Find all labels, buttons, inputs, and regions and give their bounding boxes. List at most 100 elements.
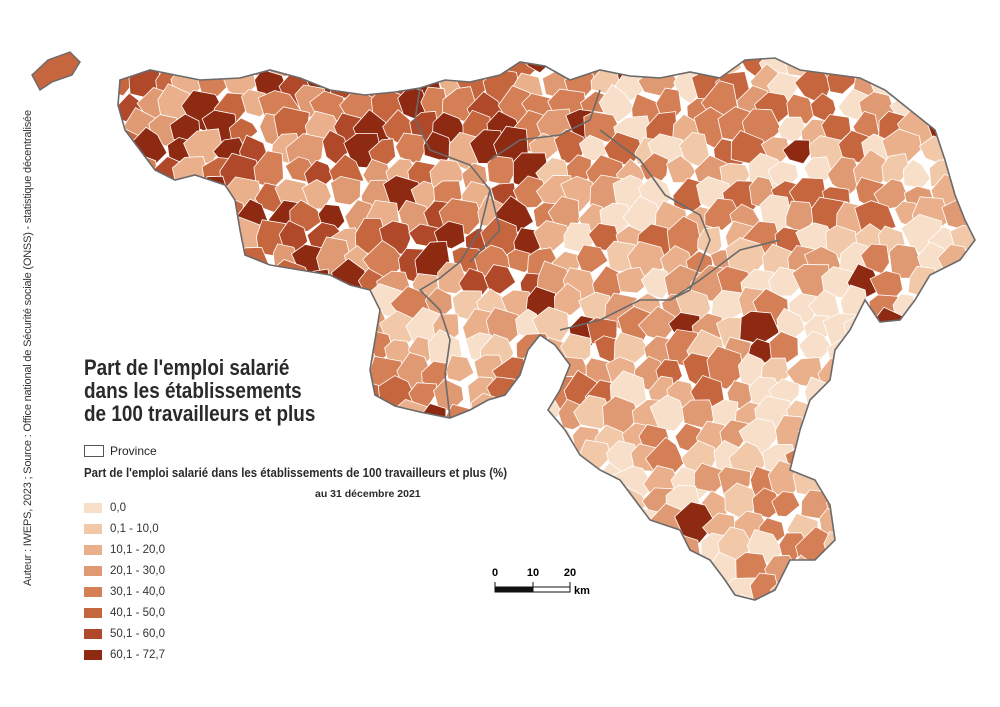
municipality-cell — [842, 594, 870, 600]
legend-class-label: 60,1 - 72,7 — [110, 648, 165, 661]
legend-swatch — [84, 565, 102, 576]
municipality-cell — [871, 330, 912, 367]
municipality-cell — [882, 509, 920, 546]
legend-swatch — [84, 523, 102, 534]
municipality-cell — [189, 599, 221, 600]
municipality-cell — [292, 556, 323, 588]
municipality-cell — [979, 531, 1000, 564]
municipality-cell — [470, 392, 507, 429]
municipality-cell — [289, 589, 329, 600]
municipality-cell — [682, 559, 710, 588]
municipality-cell — [926, 530, 956, 563]
municipality-cell — [268, 58, 304, 60]
scale-tick-20: 20 — [564, 567, 576, 579]
municipality-cell — [443, 506, 482, 549]
municipality-cell — [863, 357, 899, 387]
legend-class-label: 40,1 - 50,0 — [110, 606, 165, 619]
legend-class: 40,1 - 50,0 — [84, 602, 165, 623]
legend-class-label: 0,1 - 10,0 — [110, 522, 159, 535]
province-swatch — [84, 445, 104, 457]
municipality-cell — [857, 439, 898, 480]
municipality-cell — [932, 567, 968, 600]
municipality-cell — [831, 442, 872, 478]
municipality-cell — [163, 58, 193, 60]
municipality-cell — [848, 579, 880, 600]
municipality-cell — [953, 466, 975, 500]
municipality-cell — [208, 601, 246, 631]
municipality-cell — [186, 513, 215, 545]
municipality-cell — [559, 462, 592, 496]
municipality-cell — [917, 362, 945, 389]
municipality-cell — [864, 29, 892, 56]
municipality-cell — [398, 58, 429, 83]
municipality-cell — [77, 85, 118, 121]
municipality-cell — [972, 602, 1000, 629]
municipality-cell — [118, 177, 128, 210]
municipality-cell — [174, 577, 208, 600]
municipality-cell — [313, 553, 355, 592]
municipality-cell — [264, 549, 304, 586]
legend-class-label: 0,0 — [110, 501, 126, 514]
municipality-cell — [964, 58, 975, 80]
municipality-cell — [486, 376, 524, 409]
municipality-cell — [770, 581, 805, 600]
municipality-cell — [840, 554, 877, 590]
municipality-cell — [784, 592, 826, 600]
municipality-cell — [232, 549, 274, 590]
municipality-cell — [118, 246, 120, 275]
municipality-cell — [960, 446, 975, 475]
municipality-cell — [483, 489, 519, 528]
municipality-cell — [178, 218, 214, 254]
legend-swatch — [84, 586, 102, 597]
municipality-cell — [382, 530, 422, 567]
municipality-cell — [935, 510, 975, 548]
municipality-cell — [84, 20, 119, 54]
municipality-cell — [783, 22, 817, 54]
municipality-cell — [970, 198, 975, 229]
municipality-cell — [823, 531, 855, 565]
municipality-cell — [671, 578, 705, 600]
municipality-cell — [513, 461, 553, 502]
municipality-cell — [606, 509, 635, 536]
municipality-cell — [847, 466, 885, 501]
municipality-cell — [985, 110, 1000, 142]
legend-class: 10,1 - 20,0 — [84, 539, 165, 560]
municipality-cell — [524, 516, 551, 546]
municipality-cell — [432, 420, 472, 457]
municipality-cell — [867, 589, 902, 600]
municipality-cell — [370, 601, 396, 624]
municipality-cell — [600, 555, 636, 590]
municipality-cell — [576, 244, 609, 273]
municipality-cell — [186, 550, 226, 592]
municipality-cell — [968, 58, 975, 60]
municipality-cell — [497, 22, 527, 52]
municipality-cell — [649, 394, 686, 432]
municipality-cell — [964, 83, 975, 123]
municipality-cell — [418, 58, 453, 78]
municipality-cell — [527, 597, 559, 600]
municipality-cell — [211, 557, 240, 589]
municipality-cell — [786, 93, 817, 125]
municipality-cell — [472, 510, 509, 546]
municipality-cell — [119, 222, 165, 259]
municipality-cell — [456, 422, 493, 460]
municipality-cell — [869, 375, 909, 408]
municipality-cell — [954, 263, 975, 294]
municipality-cell — [368, 503, 410, 543]
municipality-cell — [578, 134, 609, 161]
municipality-cell — [902, 338, 932, 364]
municipality-cell — [921, 597, 953, 600]
municipality-cell — [937, 58, 971, 79]
municipality-cell — [920, 550, 952, 583]
municipality-cell — [892, 395, 926, 429]
municipality-cell — [326, 528, 360, 563]
municipality-cell — [886, 58, 921, 61]
municipality-cell — [982, 482, 1000, 518]
municipality-cell — [474, 601, 510, 633]
municipality-cell — [618, 526, 657, 563]
legend-class-label: 50,1 - 60,0 — [110, 627, 165, 640]
municipality-cell — [118, 314, 134, 351]
municipality-cell — [408, 570, 446, 600]
municipality-cell — [425, 508, 457, 545]
